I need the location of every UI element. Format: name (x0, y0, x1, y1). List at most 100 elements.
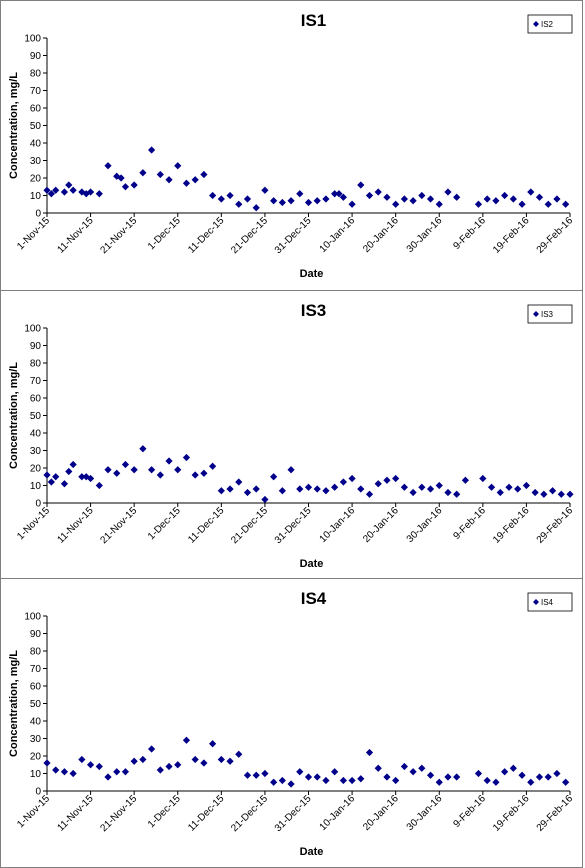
data-point (392, 474, 400, 483)
data-point (52, 473, 60, 481)
data-point (65, 467, 73, 476)
chart-title: IS1 (301, 11, 327, 30)
data-point (270, 473, 278, 481)
data-point (278, 776, 286, 785)
data-point (130, 181, 138, 189)
data-point (121, 183, 130, 191)
y-tick-label: 20 (30, 174, 42, 185)
data-point (191, 755, 199, 764)
data-point (226, 485, 234, 493)
data-point (69, 186, 77, 194)
data-point (331, 190, 339, 198)
x-tick-label: 21-Nov-15 (98, 793, 139, 834)
data-point (487, 483, 496, 491)
data-point (348, 474, 356, 483)
data-point (392, 776, 400, 785)
data-point (182, 736, 191, 744)
data-point (492, 197, 500, 205)
data-point (121, 460, 130, 469)
data-point (348, 776, 356, 785)
data-point (226, 757, 234, 765)
data-point (527, 778, 535, 786)
data-point (86, 761, 95, 769)
x-tick-label: 31-Dec-15 (273, 215, 314, 256)
data-point (409, 768, 417, 776)
y-tick-label: 30 (30, 156, 42, 167)
data-point (461, 476, 469, 484)
x-tick-label: 1-Dec-15 (146, 215, 183, 252)
legend-label: IS3 (541, 310, 554, 319)
data-point (400, 762, 408, 771)
data-point (43, 186, 51, 194)
y-tick-label: 0 (35, 787, 41, 798)
series-points (43, 736, 570, 788)
data-point (139, 169, 147, 177)
data-point (243, 771, 252, 779)
data-point (383, 476, 391, 484)
x-tick-label: 21-Nov-15 (98, 505, 139, 546)
data-point (518, 771, 526, 779)
data-point (43, 471, 51, 479)
y-tick-label: 70 (30, 86, 42, 97)
legend-box (527, 592, 573, 612)
data-point (78, 188, 86, 196)
data-point (426, 195, 435, 203)
data-point (313, 773, 321, 781)
data-point (479, 474, 487, 483)
data-point (165, 457, 173, 465)
y-tick-label: 50 (30, 699, 42, 710)
data-point (313, 197, 321, 205)
data-point (357, 181, 365, 189)
x-tick-label: 21-Dec-15 (229, 215, 270, 256)
data-point (383, 773, 391, 781)
data-point (78, 755, 86, 764)
data-point (339, 478, 347, 486)
data-point (535, 773, 544, 781)
data-point (243, 195, 252, 203)
x-tick-label: 19-Feb-16 (491, 215, 532, 256)
x-tick-label: 10-Jan-16 (318, 505, 358, 545)
series-points (43, 146, 570, 212)
data-point (435, 778, 443, 786)
data-point (418, 191, 426, 200)
chart-panel-is3: IS3 IS3 0 10 20 30 40 50 60 70 80 90 100 Concentratio… (0, 290, 583, 579)
x-tick-label: 20-Jan-16 (361, 215, 401, 255)
data-point (60, 768, 69, 776)
data-point (43, 759, 51, 767)
data-point (148, 745, 156, 753)
legend: IS3 (527, 304, 573, 324)
data-point (322, 487, 330, 495)
x-tick-label: 1-Nov-15 (15, 215, 52, 252)
legend-box (527, 14, 573, 34)
data-point (548, 487, 557, 495)
data-point (69, 460, 77, 469)
y-tick-label: 30 (30, 734, 42, 745)
series-points (43, 445, 574, 504)
chart-title: IS4 (301, 589, 327, 608)
data-point (562, 778, 570, 786)
chart-is4: IS4 IS4 0 10 20 30 40 50 60 70 80 90 100 Concentratio… (8, 589, 575, 858)
data-point (165, 176, 173, 184)
data-point (483, 776, 491, 785)
data-point (296, 485, 304, 493)
y-tick-label: 40 (30, 429, 42, 440)
data-point (409, 488, 417, 497)
data-point (95, 762, 103, 771)
data-point (217, 195, 225, 203)
x-tick-label: 1-Nov-15 (15, 505, 52, 542)
data-point (426, 485, 435, 493)
data-point (130, 466, 138, 474)
data-point (557, 490, 565, 498)
data-point (47, 478, 55, 486)
data-point (501, 768, 509, 776)
data-point (287, 466, 295, 474)
data-point (409, 197, 417, 205)
y-tick-label: 30 (30, 446, 42, 457)
data-point (496, 488, 504, 497)
x-tick-label: 19-Feb-16 (491, 505, 532, 546)
x-tick-label: 10-Jan-16 (318, 215, 358, 255)
data-point (148, 466, 156, 474)
data-point (191, 176, 199, 184)
data-point (509, 195, 517, 203)
y-tick-label: 0 (35, 499, 41, 510)
